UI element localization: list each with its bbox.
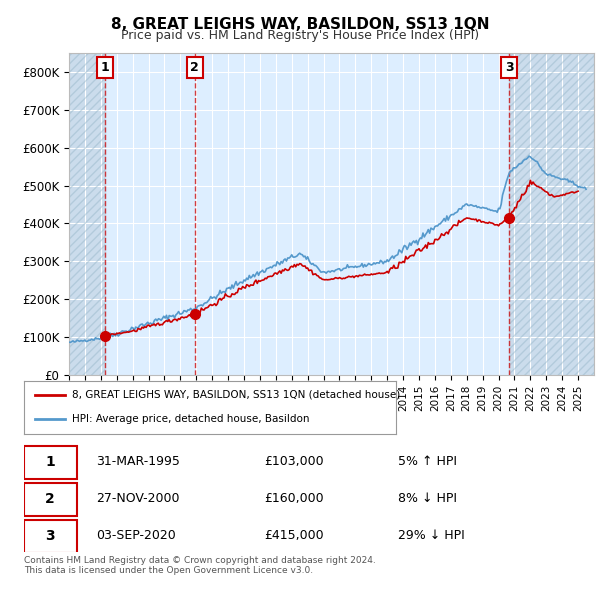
FancyBboxPatch shape [24, 446, 77, 479]
Text: Contains HM Land Registry data © Crown copyright and database right 2024.
This d: Contains HM Land Registry data © Crown c… [24, 556, 376, 575]
Text: 1: 1 [100, 61, 109, 74]
Text: 03-SEP-2020: 03-SEP-2020 [97, 529, 176, 542]
Text: 8% ↓ HPI: 8% ↓ HPI [398, 493, 457, 506]
Text: 8, GREAT LEIGHS WAY, BASILDON, SS13 1QN: 8, GREAT LEIGHS WAY, BASILDON, SS13 1QN [111, 17, 489, 31]
Text: 5% ↑ HPI: 5% ↑ HPI [398, 455, 457, 468]
Text: 3: 3 [46, 529, 55, 543]
Text: 1: 1 [46, 455, 55, 469]
Bar [509, 53, 594, 375]
Bar [69, 53, 105, 375]
Text: Price paid vs. HM Land Registry's House Price Index (HPI): Price paid vs. HM Land Registry's House … [121, 30, 479, 42]
Text: 8, GREAT LEIGHS WAY, BASILDON, SS13 1QN (detached house): 8, GREAT LEIGHS WAY, BASILDON, SS13 1QN … [73, 390, 401, 400]
Text: 27-NOV-2000: 27-NOV-2000 [97, 493, 180, 506]
FancyBboxPatch shape [24, 520, 77, 553]
Text: £415,000: £415,000 [264, 529, 323, 542]
FancyBboxPatch shape [24, 483, 77, 516]
Text: £103,000: £103,000 [264, 455, 323, 468]
Text: HPI: Average price, detached house, Basildon: HPI: Average price, detached house, Basi… [73, 414, 310, 424]
Text: 3: 3 [505, 61, 514, 74]
Text: £160,000: £160,000 [264, 493, 323, 506]
Text: 2: 2 [190, 61, 199, 74]
Text: 2: 2 [46, 492, 55, 506]
Text: 29% ↓ HPI: 29% ↓ HPI [398, 529, 464, 542]
Text: 31-MAR-1995: 31-MAR-1995 [97, 455, 181, 468]
